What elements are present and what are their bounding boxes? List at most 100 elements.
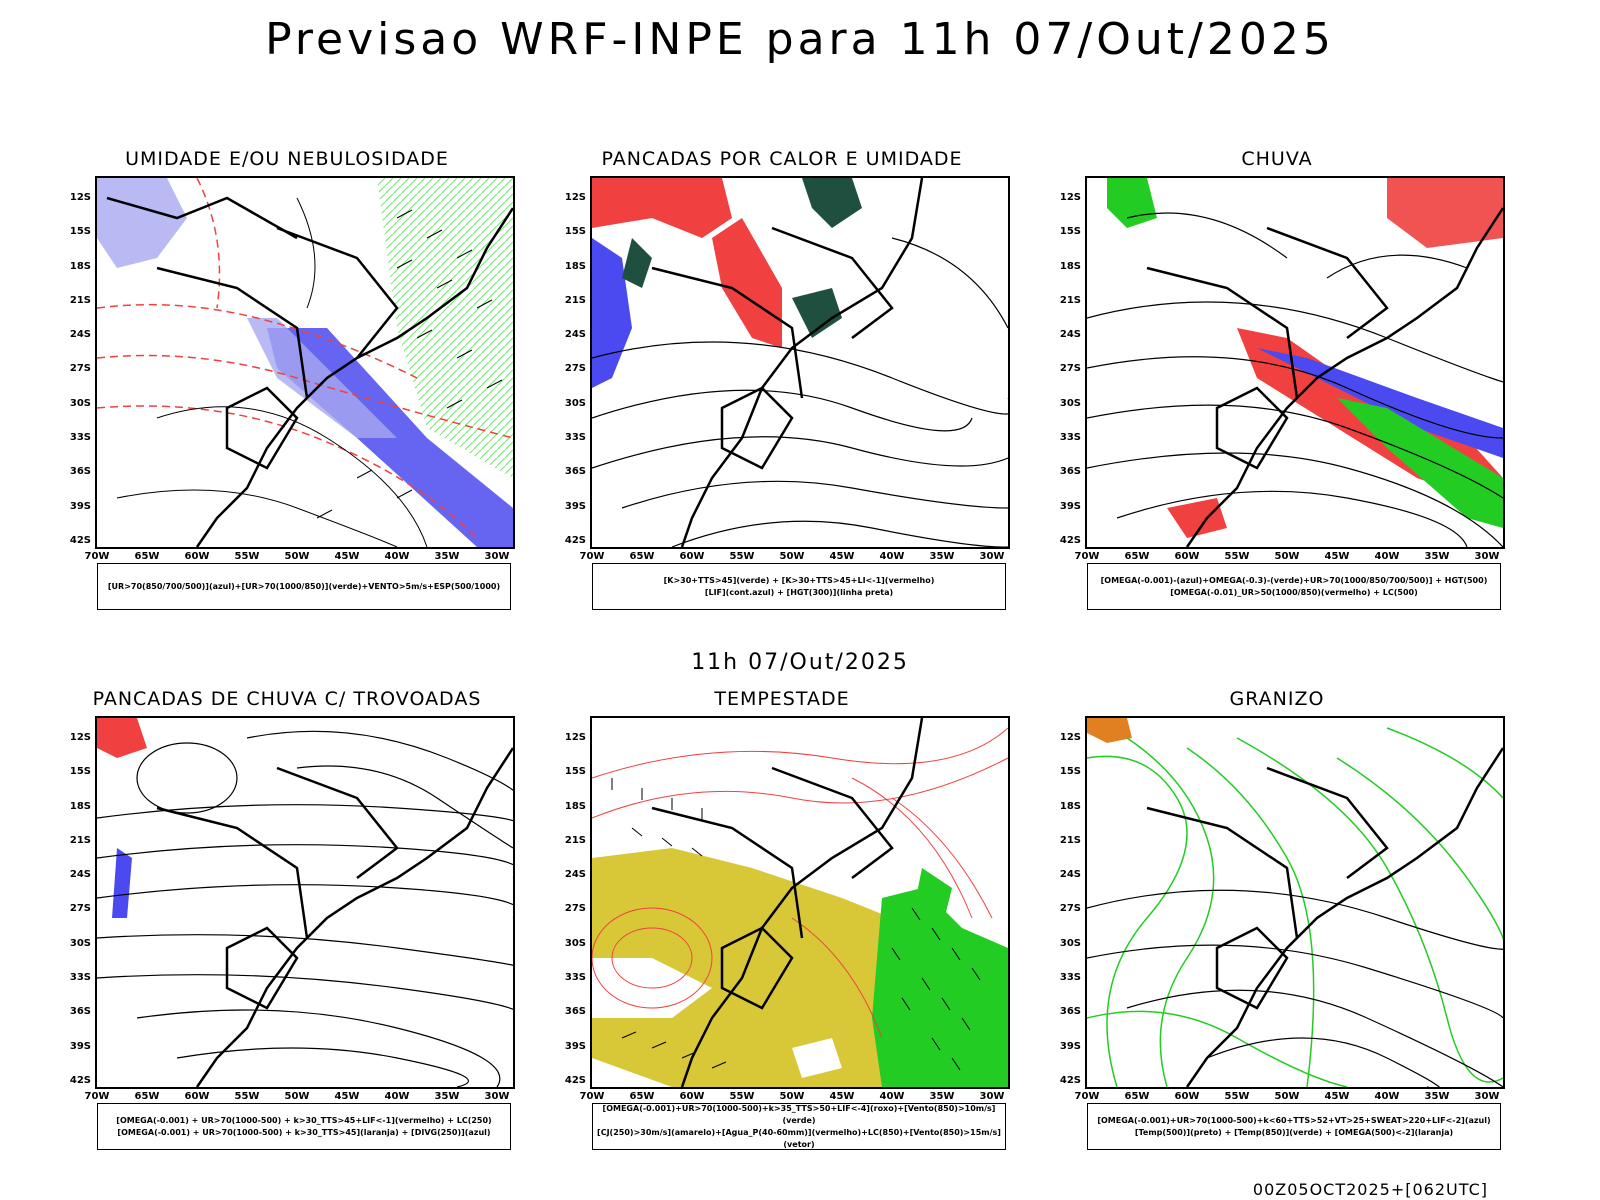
panel-legend: [OMEGA(-0.001)+UR>70(1000-500)+k>35_TTS>… xyxy=(592,1103,1006,1150)
lat-tick: 27S xyxy=(564,903,586,914)
lon-tick: 65W xyxy=(629,551,655,562)
lat-tick: 24S xyxy=(69,329,91,340)
lat-tick: 30S xyxy=(69,398,91,409)
lon-tick: 45W xyxy=(1324,1091,1350,1102)
lat-tick: 27S xyxy=(564,363,586,374)
lat-tick: 18S xyxy=(564,261,586,272)
lat-tick: 18S xyxy=(69,801,91,812)
lat-tick: 24S xyxy=(1059,869,1081,880)
lon-tick: 70W xyxy=(579,1091,605,1102)
lon-tick: 30W xyxy=(484,1091,510,1102)
lat-tick: 18S xyxy=(564,801,586,812)
lat-tick: 39S xyxy=(1059,501,1081,512)
lon-tick: 50W xyxy=(1274,1091,1300,1102)
lat-tick: 24S xyxy=(564,329,586,340)
rain-green-band xyxy=(1337,398,1503,528)
lon-tick: 70W xyxy=(84,1091,110,1102)
lon-tick: 45W xyxy=(1324,551,1350,562)
lon-tick: 50W xyxy=(1274,551,1300,562)
lat-tick: 36S xyxy=(1059,1006,1081,1017)
panel-tempestade: TEMPESTADE xyxy=(562,688,1010,1188)
run-info-footer: 00Z05OCT2025+[062UTC] xyxy=(1252,1180,1488,1199)
map-pancadas-calor xyxy=(590,176,1010,549)
lat-tick: 33S xyxy=(69,432,91,443)
hgt-contours xyxy=(592,237,1008,547)
legend-line: [OMEGA(-0.01)_UR>50(1000/850)(vermelho) … xyxy=(1170,587,1418,597)
lat-tick: 33S xyxy=(564,972,586,983)
legend-line: [UR>70(850/700/500)](azul)+[UR>70(1000/8… xyxy=(107,581,501,591)
rain-red xyxy=(1387,178,1503,248)
lat-tick: 36S xyxy=(69,1006,91,1017)
lon-tick: 55W xyxy=(234,551,260,562)
lat-tick: 18S xyxy=(69,261,91,272)
lat-tick: 39S xyxy=(564,1041,586,1052)
panel-title: CHUVA xyxy=(1241,148,1313,170)
streamlines xyxy=(97,730,513,1087)
legend-line: [OMEGA(-0.001)+UR>70(1000-500)+k<60+TTS>… xyxy=(1097,1115,1491,1125)
lat-tick: 39S xyxy=(69,1041,91,1052)
lat-tick: 30S xyxy=(1059,938,1081,949)
lat-tick: 42S xyxy=(564,1075,586,1086)
lat-tick: 21S xyxy=(564,295,586,306)
panel-granizo: GRANIZO xyxy=(1057,688,1505,1188)
lon-tick: 70W xyxy=(579,551,605,562)
lon-tick: 70W xyxy=(1074,551,1100,562)
lat-tick: 33S xyxy=(564,432,586,443)
lat-tick: 12S xyxy=(564,192,586,203)
lon-tick: 35W xyxy=(434,1091,460,1102)
panel-title: PANCADAS POR CALOR E UMIDADE xyxy=(601,148,963,170)
lon-tick: 60W xyxy=(1174,1091,1200,1102)
panel-trovoadas: PANCADAS DE CHUVA C/ TROVOADAS xyxy=(67,688,515,1188)
lat-tick: 24S xyxy=(1059,329,1081,340)
instability-green-2 xyxy=(792,288,842,338)
lon-tick: 55W xyxy=(1224,1091,1250,1102)
lon-tick: 65W xyxy=(134,551,160,562)
lon-tick: 40W xyxy=(879,1091,905,1102)
lon-tick: 40W xyxy=(1374,1091,1400,1102)
temp500-contours xyxy=(1087,889,1503,1087)
lon-tick: 60W xyxy=(184,551,210,562)
lat-tick: 18S xyxy=(1059,261,1081,272)
lon-tick: 55W xyxy=(1224,551,1250,562)
lat-tick: 36S xyxy=(1059,466,1081,477)
lat-tick: 18S xyxy=(1059,801,1081,812)
lat-tick: 12S xyxy=(69,732,91,743)
divergence-blue xyxy=(112,848,132,918)
lon-tick: 30W xyxy=(979,1091,1005,1102)
lon-tick: 30W xyxy=(1474,551,1500,562)
lat-tick: 33S xyxy=(69,972,91,983)
lon-tick: 30W xyxy=(979,551,1005,562)
wind-zone xyxy=(377,178,513,478)
legend-line: [CJ(250)>30m/s](amarelo)+[Agua_P(40-60mm… xyxy=(597,1127,1001,1149)
lat-tick: 42S xyxy=(1059,535,1081,546)
lat-tick: 15S xyxy=(564,226,586,237)
lat-tick: 21S xyxy=(69,295,91,306)
legend-line: [LIF](cont.azul) + [HGT(300)](linha pret… xyxy=(704,587,894,597)
panel-chuva: CHUVA 12S 1 xyxy=(1057,148,1505,648)
lon-tick: 50W xyxy=(284,1091,310,1102)
panel-umidade: UMIDADE E/OU NEBULOSIDADE xyxy=(67,148,515,648)
map-coastline xyxy=(1146,747,1503,1087)
panel-legend: [OMEGA(-0.001)-(azul)+OMEGA(-0.3)-(verde… xyxy=(1087,563,1501,610)
main-title: Previsao WRF-INPE para 11h 07/Out/2025 xyxy=(265,14,1335,65)
legend-line: [K>30+TTS>45](verde) + [K>30+TTS>45+LI<-… xyxy=(663,575,935,585)
lat-tick: 21S xyxy=(1059,295,1081,306)
lat-tick: 33S xyxy=(1059,432,1081,443)
lat-tick: 24S xyxy=(564,869,586,880)
humidity-nw xyxy=(97,178,187,268)
lon-tick: 40W xyxy=(1374,551,1400,562)
map-coastline xyxy=(156,747,513,1087)
wind-vectors xyxy=(611,778,981,1071)
instability-red xyxy=(592,178,732,238)
lat-tick: 36S xyxy=(564,466,586,477)
lon-tick: 65W xyxy=(134,1091,160,1102)
lat-tick: 12S xyxy=(1059,732,1081,743)
lat-tick: 27S xyxy=(69,903,91,914)
panel-legend: [UR>70(850/700/500)](azul)+[UR>70(1000/8… xyxy=(97,563,511,610)
panel-title: UMIDADE E/OU NEBULOSIDADE xyxy=(125,148,449,170)
lon-tick: 30W xyxy=(484,551,510,562)
wind-green xyxy=(872,888,1008,1087)
lat-tick: 36S xyxy=(69,466,91,477)
hgt-contours xyxy=(1087,212,1503,547)
lon-tick: 45W xyxy=(334,1091,360,1102)
